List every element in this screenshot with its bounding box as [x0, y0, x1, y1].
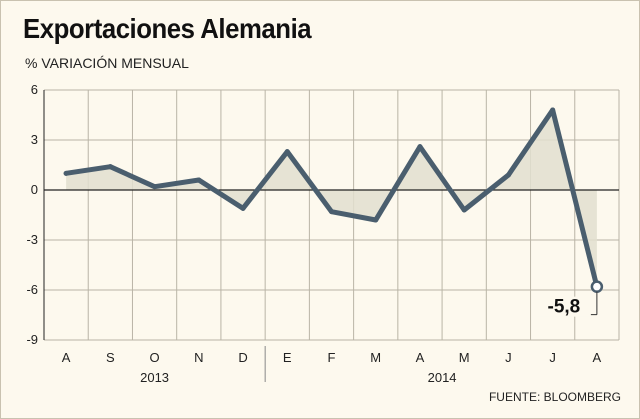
x-tick-label: D: [238, 350, 247, 365]
y-tick-label: -9: [26, 332, 38, 347]
x-tick-label: A: [416, 350, 425, 365]
data-point: [240, 205, 246, 211]
data-point: [196, 177, 202, 183]
x-tick-label: S: [106, 350, 115, 365]
x-tick-label: N: [194, 350, 203, 365]
year-label: 2014: [428, 370, 457, 385]
y-tick-label: -3: [26, 232, 38, 247]
data-point: [152, 184, 158, 190]
y-tick-label: 6: [31, 82, 38, 97]
y-tick-label: -6: [26, 282, 38, 297]
data-point: [329, 209, 334, 215]
data-point: [461, 207, 467, 213]
grid-lines: [43, 89, 620, 341]
data-point: [284, 149, 290, 155]
data-point: [417, 144, 423, 150]
y-tick-label: 0: [31, 182, 38, 197]
area-shape: [66, 110, 597, 287]
year-label: 2013: [140, 370, 169, 385]
data-point: [373, 217, 379, 223]
chart-subtitle: % VARIACIÓN MENSUAL: [25, 55, 189, 71]
chart-title: Exportaciones Alemania: [23, 13, 312, 44]
axes: [43, 90, 619, 382]
annotation-label: -5,8: [548, 297, 581, 318]
annotation-bg: [536, 296, 591, 317]
series-line: -5,8: [63, 107, 604, 318]
data-point: [505, 172, 511, 178]
x-tick-label: A: [593, 350, 602, 365]
x-tick-label: J: [505, 350, 512, 365]
source-note: FUENTE: BLOOMBERG: [488, 390, 621, 404]
x-tick-label: F: [328, 350, 336, 365]
x-tick-label: M: [370, 350, 381, 365]
data-point: [63, 170, 69, 176]
data-point: [550, 107, 556, 113]
x-tick-label: E: [283, 350, 292, 365]
x-tick-label: O: [150, 350, 160, 365]
y-tick-label: 3: [31, 132, 38, 147]
annotation-marker: [590, 280, 604, 293]
tick-labels: 6 3 0 -3 -6 -9 A S O N D E F M A M J J A 2013 2014: [26, 82, 601, 385]
area-fill: [66, 110, 597, 287]
x-tick-label: M: [459, 350, 470, 365]
x-tick-label: A: [62, 350, 71, 365]
x-tick-label: J: [549, 350, 556, 365]
data-point: [107, 164, 113, 170]
